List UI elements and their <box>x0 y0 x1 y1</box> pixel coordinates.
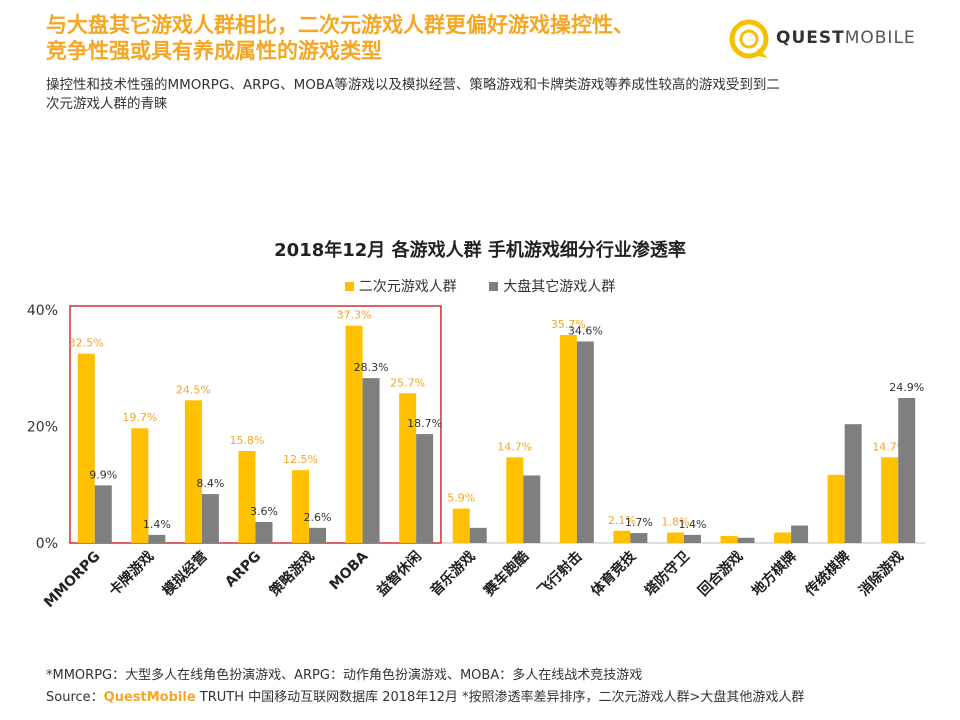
questmobile-logo: QUESTMOBILE <box>728 18 928 62</box>
questmobile-logo-icon <box>729 19 769 59</box>
source-brand: QuestMobile <box>103 690 196 705</box>
x-tick-label: 飞行射击 <box>534 548 586 600</box>
bar-series-a <box>827 474 845 543</box>
x-tick-label: ARPG <box>222 549 264 591</box>
logo-wordmark: QUESTMOBILE <box>776 28 916 48</box>
data-label-series-b: 1.7% <box>625 516 653 529</box>
bar-series-b <box>791 525 809 543</box>
bar-series-b <box>683 534 701 543</box>
x-tick-label: 模拟经营 <box>159 548 211 600</box>
chart-legend: 二次元游戏人群 大盘其它游戏人群 <box>0 276 960 296</box>
bar-series-b <box>844 424 862 543</box>
chart-title: 2018年12月 各游戏人群 手机游戏细分行业渗透率 <box>274 240 686 261</box>
footnote: *MMORPG：大型多人在线角色扮演游戏、ARPG：动作角色扮演游戏、MOBA：… <box>46 668 643 683</box>
data-label-series-b: 3.6% <box>250 505 278 518</box>
data-label-series-b: 34.6% <box>568 324 603 337</box>
data-label-series-a: 1.8% <box>661 516 689 529</box>
x-tick-label: MMORPG <box>41 549 103 611</box>
data-label-series-a: 15.8% <box>229 434 264 447</box>
bar-series-b <box>362 378 380 543</box>
data-label-series-b: 8.4% <box>196 477 224 490</box>
bar-series-a <box>77 353 95 543</box>
x-tick-label: 消除游戏 <box>855 548 907 600</box>
legend-swatch-series-a <box>344 281 354 291</box>
source-text: TRUTH 中国移动互联网数据库 2018年12月 *按照渗透率差异排序，二次元… <box>195 690 805 705</box>
x-tick-label: 音乐游戏 <box>427 548 479 600</box>
bar-series-a <box>774 532 792 543</box>
bar-series-a <box>131 428 149 543</box>
source-label: Source： <box>46 690 104 705</box>
data-label-series-a: 35.7% <box>551 318 586 331</box>
bar-series-a <box>613 530 631 543</box>
data-label-series-a: 24.5% <box>176 383 211 396</box>
bar-series-b <box>148 534 166 543</box>
data-label-series-b: 1.4% <box>143 518 171 531</box>
bar-series-b <box>630 533 648 543</box>
bar-series-a <box>399 393 417 543</box>
data-label-series-b: 24.9% <box>889 381 924 394</box>
y-tick-label: 20% <box>27 420 58 436</box>
bar-series-b <box>94 485 112 543</box>
headline-line-1: 与大盘其它游戏人群相比，二次元游戏人群更偏好游戏操控性、 <box>46 13 634 37</box>
x-tick-label: 地方棋牌 <box>748 548 800 600</box>
bar-series-a <box>184 400 202 543</box>
x-tick-label: 塔防守卫 <box>641 548 693 600</box>
bar-series-b <box>523 475 541 543</box>
data-label-series-b: 9.9% <box>89 468 117 481</box>
data-label-series-a: 12.5% <box>283 453 318 466</box>
bar-series-b <box>737 537 755 543</box>
subheadline-line-1: 操控性和技术性强的MMORPG、ARPG、MOBA等游戏以及模拟经营、策略游戏和… <box>46 77 780 93</box>
bar-chart: 0% 20% 40% 32.5% 9.9% MMORPG 19.7% 1.4% 卡牌游戏 24.5… <box>27 303 925 611</box>
legend-item-series-b: 大盘其它游戏人群 <box>489 276 615 296</box>
bar-series-a <box>506 457 524 543</box>
x-tick-label: 卡牌游戏 <box>106 548 158 600</box>
legend-label-series-a: 二次元游戏人群 <box>358 279 457 295</box>
bar-series-a <box>666 532 684 543</box>
data-label-series-b: 28.3% <box>354 361 389 374</box>
legend-item-series-a: 二次元游戏人群 <box>344 276 457 296</box>
data-label-series-a: 37.3% <box>337 309 372 322</box>
data-label-series-a: 19.7% <box>122 411 157 424</box>
legend-swatch-series-b <box>489 281 499 291</box>
data-label-series-b: 2.6% <box>304 511 332 524</box>
data-label-series-b: 1.4% <box>678 518 706 531</box>
bar-series-a <box>345 325 363 543</box>
headline: 与大盘其它游戏人群相比，二次元游戏人群更偏好游戏操控性、 竞争性强或具有养成属性… <box>46 12 716 64</box>
bar-series-a <box>452 508 470 543</box>
x-tick-label: MOBA <box>327 548 372 593</box>
bar-series-b <box>898 397 916 543</box>
logo-text-light: MOBILE <box>844 28 916 48</box>
bar-series-b <box>416 434 434 543</box>
data-label-series-a: 5.9% <box>447 492 475 505</box>
y-tick-label: 0% <box>36 536 58 552</box>
x-tick-label: 策略游戏 <box>266 548 318 600</box>
y-tick-label: 40% <box>27 303 58 319</box>
logo-text-bold: QUEST <box>776 28 845 48</box>
x-tick-label: 赛车跑酷 <box>480 548 532 600</box>
bar-series-b <box>255 522 273 543</box>
source-line: Source：QuestMobile TRUTH 中国移动互联网数据库 2018… <box>46 686 804 705</box>
x-tick-label: 体育竞技 <box>588 547 640 599</box>
data-label-series-b: 18.7% <box>407 417 442 430</box>
bar-series-b <box>469 527 487 543</box>
data-label-series-a: 32.5% <box>69 337 104 350</box>
bar-series-a <box>720 536 738 543</box>
data-label-series-a: 25.7% <box>390 376 425 389</box>
x-tick-label: 传统棋牌 <box>801 548 853 600</box>
data-label-series-a: 2.1% <box>608 514 636 527</box>
bar-series-a <box>292 470 310 543</box>
data-label-series-a: 14.7% <box>497 440 532 453</box>
bar-series-a <box>559 335 577 543</box>
x-tick-label: 益智休闲 <box>373 548 425 600</box>
x-tick-label: 回合游戏 <box>695 548 747 600</box>
headline-line-2: 竞争性强或具有养成属性的游戏类型 <box>46 39 382 63</box>
bar-series-a <box>238 450 256 543</box>
subheadline-line-2: 次元游戏人群的青睐 <box>46 96 168 112</box>
bar-series-b <box>576 341 594 543</box>
bar-series-b <box>201 494 219 543</box>
legend-label-series-b: 大盘其它游戏人群 <box>503 279 616 295</box>
bar-series-b <box>309 527 327 543</box>
subheadline: 操控性和技术性强的MMORPG、ARPG、MOBA等游戏以及模拟经营、策略游戏和… <box>46 76 926 114</box>
bar-series-a <box>881 457 899 543</box>
